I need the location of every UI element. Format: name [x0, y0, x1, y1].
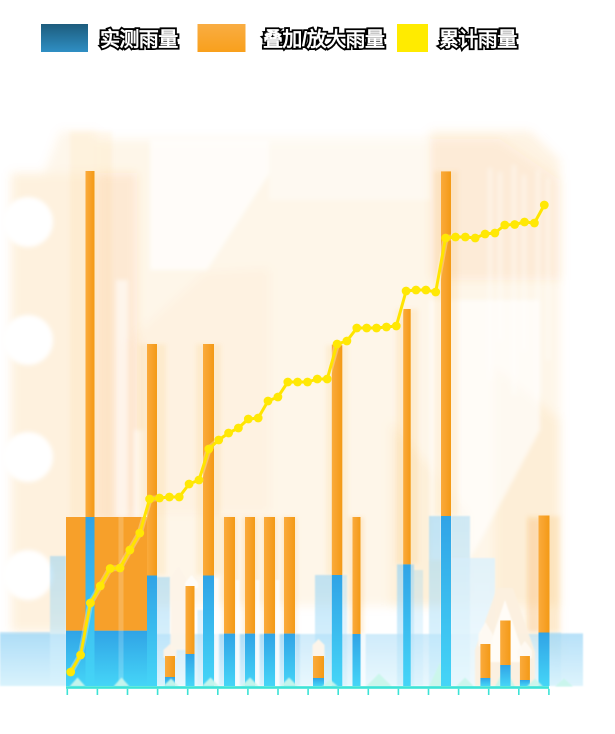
svg-text:累计雨量: 累计雨量	[439, 28, 517, 51]
svg-text:叠加/放大雨量: 叠加/放大雨量	[263, 27, 385, 51]
svg-text:实测雨量: 实测雨量	[100, 27, 178, 51]
